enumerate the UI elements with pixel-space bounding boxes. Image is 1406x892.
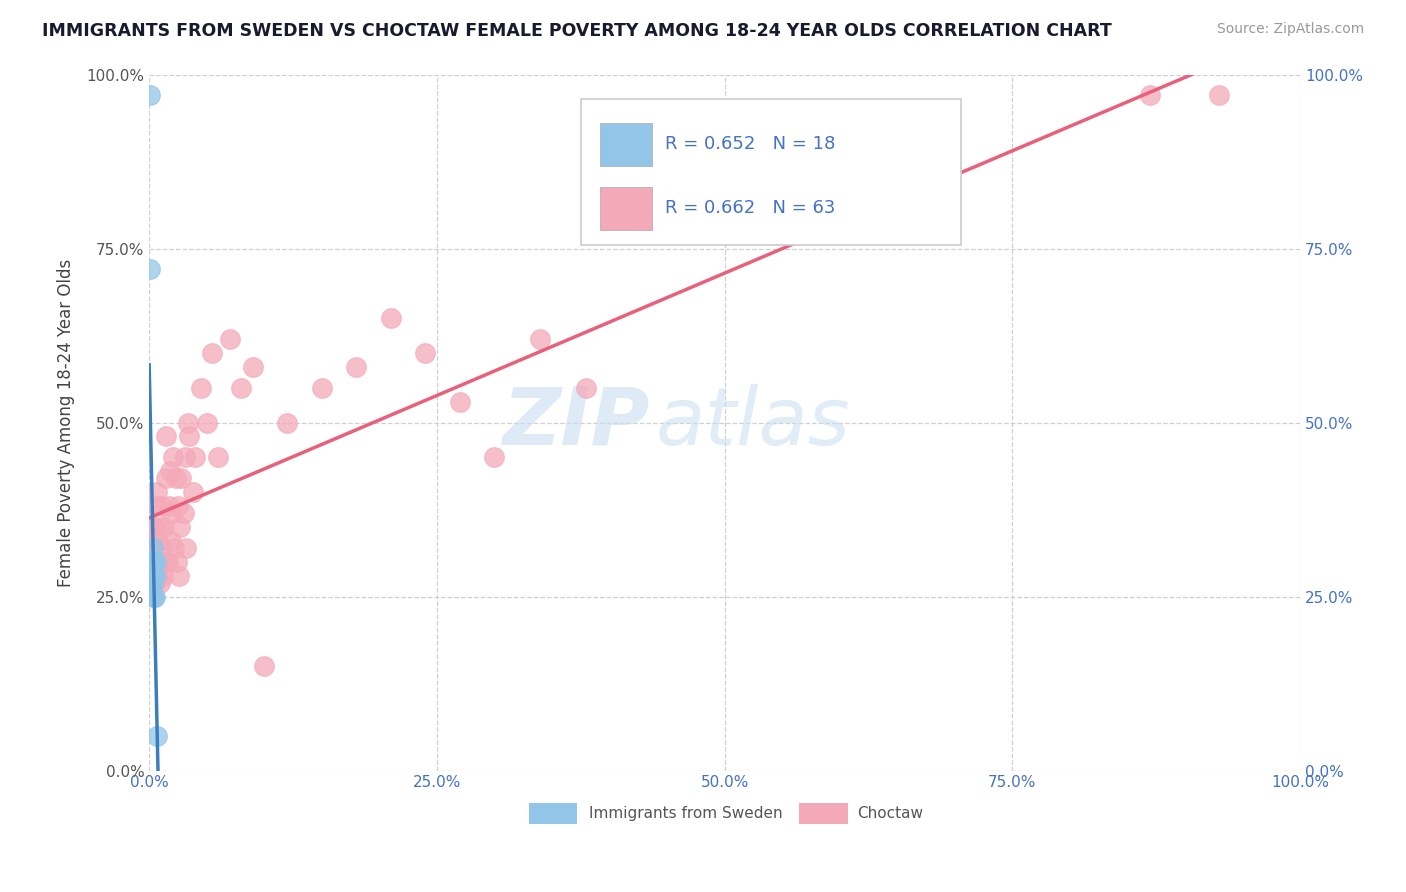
Point — [141, 555, 163, 569]
Point — [156, 555, 179, 569]
Y-axis label: Female Poverty Among 18-24 Year Olds: Female Poverty Among 18-24 Year Olds — [58, 259, 75, 587]
Point — [344, 359, 367, 374]
Point — [139, 262, 162, 277]
Point — [529, 332, 551, 346]
Point — [148, 575, 170, 590]
Point — [157, 499, 180, 513]
Point — [142, 541, 165, 555]
Text: atlas: atlas — [655, 384, 851, 461]
Point — [311, 381, 333, 395]
Point — [150, 541, 173, 555]
Point — [142, 575, 165, 590]
Text: ZIP: ZIP — [502, 384, 650, 461]
Point — [174, 541, 197, 555]
Point — [155, 555, 177, 569]
Point — [142, 590, 165, 604]
Point — [173, 506, 195, 520]
Point — [155, 429, 177, 443]
Point — [142, 555, 165, 569]
Bar — [600, 186, 652, 230]
Point — [146, 729, 169, 743]
Point — [160, 506, 183, 520]
Text: Choctaw: Choctaw — [856, 806, 922, 822]
Point — [195, 416, 218, 430]
Point — [165, 471, 187, 485]
Point — [141, 575, 163, 590]
Point — [167, 499, 190, 513]
Point — [143, 520, 166, 534]
Point — [142, 568, 165, 582]
Point — [159, 464, 181, 478]
Point — [179, 429, 201, 443]
Point — [142, 555, 165, 569]
Point — [1139, 88, 1161, 103]
Point — [155, 471, 177, 485]
Point — [149, 499, 172, 513]
Bar — [600, 122, 652, 167]
Point — [167, 568, 190, 582]
Point — [141, 575, 163, 590]
Point — [143, 568, 166, 582]
Point — [146, 555, 169, 569]
Point — [149, 555, 172, 569]
Point — [143, 590, 166, 604]
Point — [148, 533, 170, 548]
Point — [142, 533, 165, 548]
Point — [181, 485, 204, 500]
Point — [201, 346, 224, 360]
Point — [142, 590, 165, 604]
Point — [253, 659, 276, 673]
Point — [380, 311, 402, 326]
Point — [145, 555, 167, 569]
Point — [169, 520, 191, 534]
Text: R = 0.662   N = 63: R = 0.662 N = 63 — [665, 199, 835, 218]
Point — [142, 520, 165, 534]
Text: R = 0.652   N = 18: R = 0.652 N = 18 — [665, 136, 835, 153]
Point — [173, 450, 195, 465]
Point — [484, 450, 506, 465]
Point — [1208, 88, 1230, 103]
Point — [231, 381, 253, 395]
Point — [190, 381, 212, 395]
Point — [153, 520, 176, 534]
Point — [184, 450, 207, 465]
Point — [160, 533, 183, 548]
Point — [146, 485, 169, 500]
Point — [141, 533, 163, 548]
Bar — [800, 804, 848, 824]
Point — [166, 555, 188, 569]
Point — [218, 332, 240, 346]
Point — [276, 416, 298, 430]
Text: IMMIGRANTS FROM SWEDEN VS CHOCTAW FEMALE POVERTY AMONG 18-24 YEAR OLDS CORRELATI: IMMIGRANTS FROM SWEDEN VS CHOCTAW FEMALE… — [42, 22, 1112, 40]
Point — [177, 416, 200, 430]
Point — [242, 359, 264, 374]
Point — [145, 499, 167, 513]
Point — [449, 394, 471, 409]
Point — [139, 88, 162, 103]
Point — [415, 346, 437, 360]
Point — [142, 568, 165, 582]
Point — [575, 381, 598, 395]
Point — [162, 450, 184, 465]
Point — [207, 450, 229, 465]
Point — [145, 568, 167, 582]
Point — [142, 568, 165, 582]
Point — [170, 471, 193, 485]
Bar — [529, 804, 578, 824]
Point — [152, 568, 174, 582]
Point — [142, 575, 165, 590]
FancyBboxPatch shape — [581, 99, 960, 245]
Point — [148, 568, 170, 582]
Point — [142, 555, 165, 569]
Point — [163, 541, 186, 555]
Point — [141, 568, 163, 582]
Point — [143, 575, 166, 590]
Point — [148, 520, 170, 534]
Text: Source: ZipAtlas.com: Source: ZipAtlas.com — [1216, 22, 1364, 37]
Text: Immigrants from Sweden: Immigrants from Sweden — [589, 806, 782, 822]
